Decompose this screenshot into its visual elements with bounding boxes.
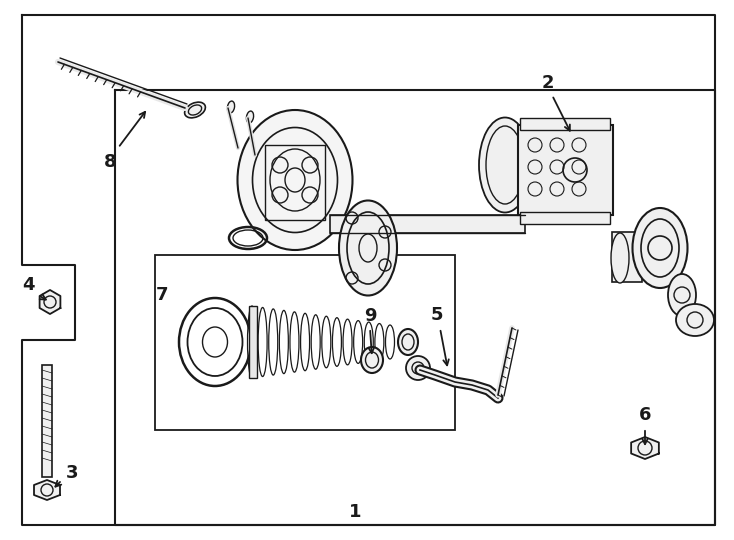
Polygon shape: [34, 480, 60, 500]
Ellipse shape: [228, 101, 235, 113]
Ellipse shape: [398, 329, 418, 355]
Ellipse shape: [361, 347, 383, 373]
Text: 9: 9: [364, 307, 377, 325]
Ellipse shape: [676, 304, 714, 336]
Text: 4: 4: [22, 276, 34, 294]
Bar: [520, 118, 610, 130]
Text: 8: 8: [103, 153, 116, 171]
Text: 5: 5: [431, 306, 443, 324]
Text: 7: 7: [156, 286, 168, 304]
Ellipse shape: [668, 274, 696, 316]
Ellipse shape: [184, 102, 206, 118]
Text: 3: 3: [66, 464, 79, 482]
Text: 1: 1: [349, 503, 361, 521]
Bar: [249, 306, 257, 378]
Ellipse shape: [611, 233, 629, 283]
Ellipse shape: [238, 110, 352, 250]
Polygon shape: [631, 437, 659, 459]
Ellipse shape: [633, 208, 688, 288]
Ellipse shape: [339, 200, 397, 295]
Ellipse shape: [179, 298, 251, 386]
Ellipse shape: [247, 111, 254, 123]
Ellipse shape: [479, 118, 531, 213]
Bar: [265, 145, 325, 220]
Bar: [42, 365, 52, 477]
Bar: [612, 232, 642, 282]
Bar: [155, 255, 455, 430]
Text: 6: 6: [639, 406, 651, 424]
Polygon shape: [40, 290, 60, 314]
Circle shape: [406, 356, 430, 380]
Text: 2: 2: [542, 74, 554, 92]
Bar: [520, 212, 610, 224]
Bar: [330, 215, 525, 233]
Bar: [518, 125, 613, 215]
